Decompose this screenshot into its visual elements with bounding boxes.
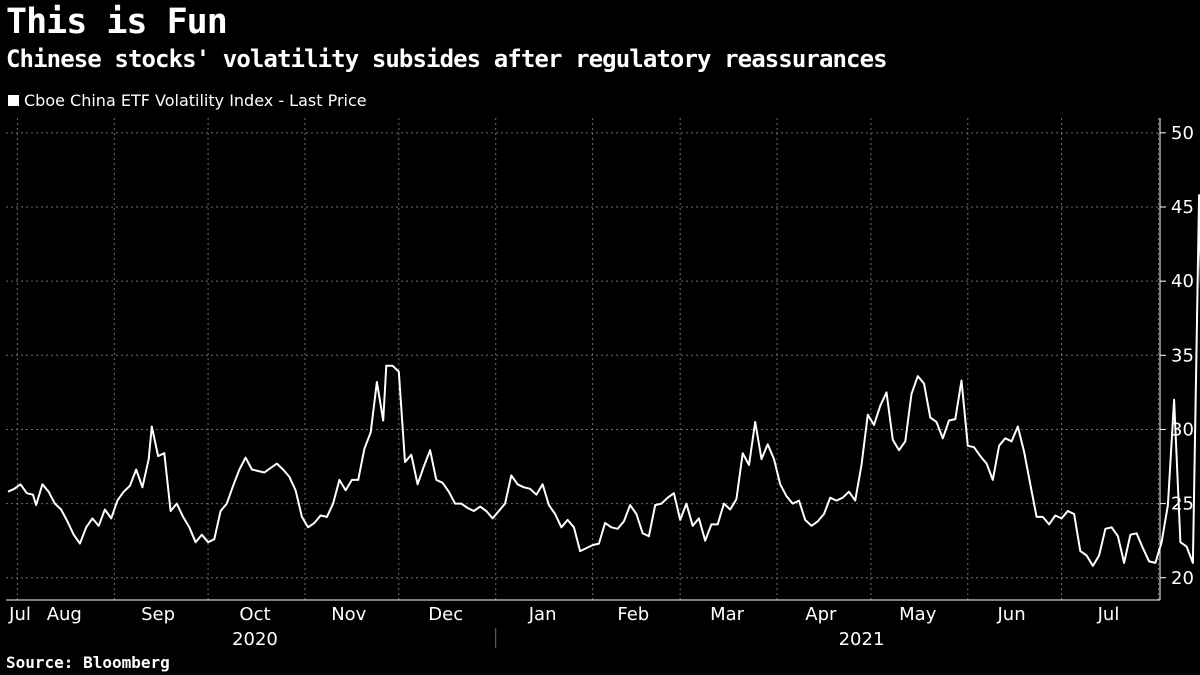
- x-tick-label: Aug: [47, 604, 82, 625]
- x-year-label: 2021: [839, 629, 885, 650]
- series-layer: [7, 194, 1200, 567]
- x-year-label: 2020: [232, 629, 278, 650]
- chart-title: This is Fun: [6, 2, 228, 42]
- x-tick-label: Feb: [617, 604, 649, 625]
- legend: Cboe China ETF Volatility Index - Last P…: [8, 91, 367, 110]
- chart-subtitle: Chinese stocks' volatility subsides afte…: [6, 45, 888, 73]
- x-tick-label: Jul: [1097, 604, 1120, 625]
- axis-layer: 20 25 30 35 40 45 50 Jul Aug Sep Oct Nov Dec Jan Feb Ma…: [6, 118, 1194, 650]
- grid-layer: [6, 118, 1160, 600]
- legend-label: Cboe China ETF Volatility Index - Last P…: [24, 91, 367, 110]
- source-note: Source: Bloomberg: [6, 653, 170, 672]
- legend-swatch: [8, 95, 19, 106]
- y-tick-label: 50: [1171, 123, 1194, 144]
- x-tick-label: Dec: [428, 604, 463, 625]
- y-tick-label: 40: [1171, 271, 1194, 292]
- x-tick-label: Sep: [141, 604, 175, 625]
- x-tick-label: Jul: [8, 604, 31, 625]
- x-tick-label: Apr: [805, 604, 837, 625]
- x-tick-label: Jan: [528, 604, 557, 625]
- series-line: [7, 194, 1200, 567]
- y-tick-label: 45: [1171, 197, 1194, 218]
- y-tick-label: 30: [1171, 419, 1194, 440]
- y-tick-label: 20: [1171, 568, 1194, 589]
- y-tick-label: 25: [1171, 494, 1194, 515]
- x-tick-label: Jun: [997, 604, 1026, 625]
- x-tick-label: Oct: [239, 604, 270, 625]
- x-tick-label: Nov: [331, 604, 366, 625]
- y-tick-label: 35: [1171, 345, 1194, 366]
- x-tick-label: Mar: [710, 604, 745, 625]
- x-tick-label: May: [899, 604, 937, 625]
